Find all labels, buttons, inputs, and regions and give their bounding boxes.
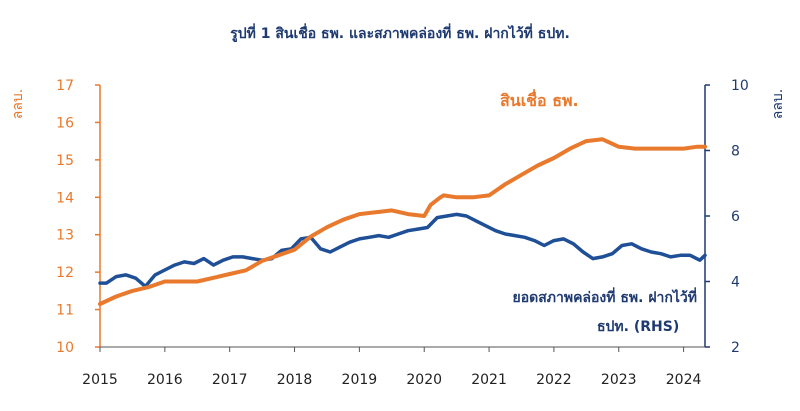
left-tick-label: 13 (56, 228, 74, 244)
right-tick-label: 4 (731, 275, 740, 291)
x-tick-label: 2022 (536, 372, 572, 388)
right-tick-label: 2 (731, 340, 740, 356)
x-axis-ticks: 2015 2016 2017 2018 2019 2020 2021 2022 2023 2024 (82, 347, 702, 388)
x-tick-label: 2018 (277, 372, 313, 388)
left-axis-ticks: 10 11 12 13 14 15 16 17 (56, 78, 100, 356)
x-tick-label: 2023 (601, 372, 637, 388)
x-tick-label: 2024 (666, 372, 702, 388)
left-tick-label: 14 (56, 190, 74, 206)
liquidity-series-label-line1: ยอดสภาพคล่องที่ ธพ. ฝากไว้ที่ (513, 287, 698, 306)
x-tick-label: 2019 (342, 372, 378, 388)
loans-series-label: สินเชื่อ ธพ. (500, 89, 579, 110)
x-tick-label: 2017 (212, 372, 248, 388)
left-tick-label: 15 (56, 153, 74, 169)
right-axis-ticks: 2 4 6 8 10 (705, 78, 749, 356)
right-axis-unit: ลลบ. (770, 89, 786, 120)
left-axis-unit: ลลบ. (10, 89, 26, 120)
x-tick-label: 2016 (147, 372, 183, 388)
chart-title: รูปที่ 1 สินเชื่อ ธพ. และสภาพคล่องที่ ธพ… (230, 23, 570, 42)
left-tick-label: 11 (56, 303, 74, 319)
left-tick-label: 10 (56, 340, 74, 356)
x-tick-label: 2021 (471, 372, 507, 388)
x-tick-label: 2020 (406, 372, 442, 388)
series-line-loans (98, 137, 707, 306)
left-tick-label: 17 (56, 78, 74, 94)
right-tick-label: 10 (731, 78, 749, 94)
left-tick-label: 12 (56, 265, 74, 281)
right-tick-label: 6 (731, 209, 740, 225)
left-tick-label: 16 (56, 115, 74, 131)
right-tick-label: 8 (731, 144, 740, 160)
x-tick-label: 2015 (82, 372, 118, 388)
series-line-liquidity (98, 212, 707, 289)
liquidity-series-label-line2: ธปท. (RHS) (597, 319, 679, 335)
